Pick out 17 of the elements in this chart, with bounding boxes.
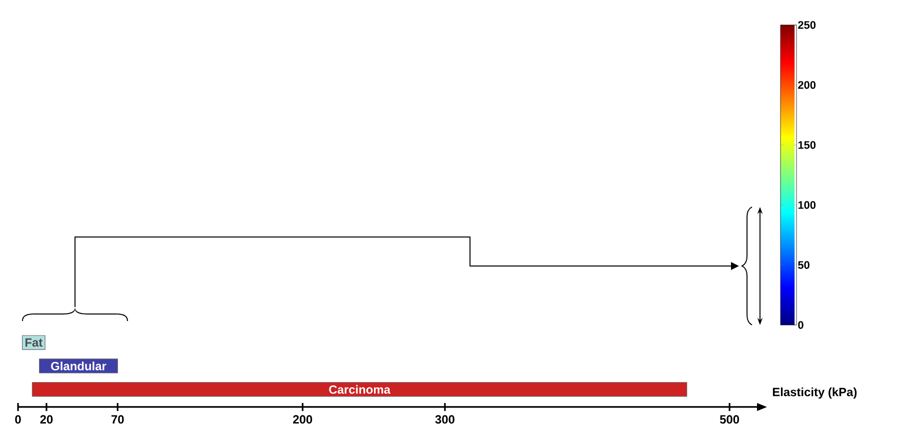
bar	[32, 382, 688, 397]
color-bar-label: 200	[798, 81, 816, 89]
color-bar-label: 150	[798, 141, 816, 149]
x-tick-label: 300	[435, 415, 454, 424]
color-bar-label: 0	[798, 321, 804, 329]
color-bar-label: 250	[798, 21, 816, 29]
x-tick-label: 0	[15, 415, 21, 424]
x-tick-label: 500	[720, 415, 740, 424]
x-tick-label: 200	[293, 415, 312, 424]
y-tick-label: Glandular	[51, 362, 106, 370]
x-axis-title: Elasticity (kPa)	[772, 387, 857, 399]
color-bar-label: 50	[798, 261, 810, 269]
x-tick-label: 20	[40, 415, 53, 424]
y-tick-label: Fat	[25, 338, 42, 347]
color-bar-label: 100	[798, 201, 816, 209]
x-tick-label: 70	[111, 415, 124, 424]
y-tick-label: Carcinoma	[329, 385, 391, 394]
